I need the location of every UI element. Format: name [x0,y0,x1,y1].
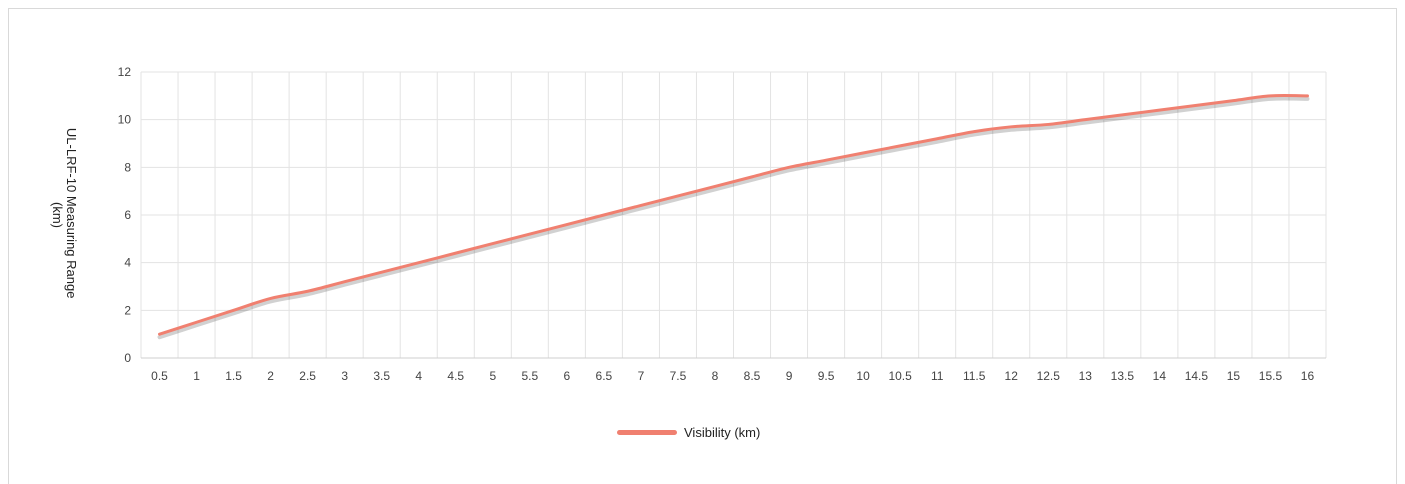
data-point[interactable] [637,201,645,209]
data-point[interactable] [1155,106,1163,114]
x-tick-label: 14 [1153,369,1167,383]
data-point[interactable] [378,268,386,276]
data-point[interactable] [1007,123,1015,131]
x-tick-label: 11 [931,369,944,383]
y-axis-ticks: 0 2 4 6 8 10 12 [118,65,132,365]
x-tick-label: 16 [1301,369,1315,383]
x-tick-label: 13.5 [1111,369,1135,383]
x-tick-label: 15 [1227,369,1241,383]
data-point[interactable] [267,294,275,302]
series-line-visibility[interactable] [158,93,1309,336]
x-tick-label: 8.5 [744,369,761,383]
data-point[interactable] [1303,92,1311,100]
x-tick-label: 9.5 [818,369,835,383]
data-point[interactable] [896,142,904,150]
x-tick-label: 2 [267,369,274,383]
x-tick-label: 1 [193,369,200,383]
data-point[interactable] [600,211,608,219]
x-tick-label: 10.5 [888,369,912,383]
x-tick-label: 14.5 [1185,369,1209,383]
x-tick-label: 6.5 [596,369,613,383]
x-tick-label: 9 [786,369,793,383]
data-point[interactable] [1266,92,1274,100]
series-line-shadow [157,96,1310,340]
data-point[interactable] [304,287,312,295]
x-tick-label: 4.5 [447,369,464,383]
x-tick-label: 4 [415,369,422,383]
data-point[interactable] [1229,97,1237,105]
x-tick-label: 5 [489,369,496,383]
x-tick-label: 2.5 [299,369,316,383]
x-tick-label: 12 [1005,369,1019,383]
x-tick-label: 0.5 [151,369,168,383]
x-tick-label: 8 [712,369,719,383]
x-tick-label: 11.5 [963,369,986,383]
data-point[interactable] [674,192,682,200]
data-point[interactable] [859,149,867,157]
data-point[interactable] [970,128,978,136]
x-tick-label: 3.5 [373,369,390,383]
x-tick-label: 6 [564,369,571,383]
chart-frame [8,8,1397,484]
data-point[interactable] [711,182,719,190]
data-point[interactable] [785,163,793,171]
data-point[interactable] [1192,101,1200,109]
y-tick-label: 8 [124,160,131,174]
legend[interactable]: Visibility (km) [617,425,760,440]
x-tick-label: 12.5 [1037,369,1061,383]
x-tick-label: 7 [638,369,645,383]
data-point[interactable] [563,221,571,229]
y-tick-label: 4 [124,256,131,270]
series-layer [156,92,1311,340]
data-point[interactable] [452,249,460,257]
data-point[interactable] [230,306,238,314]
data-point[interactable] [415,259,423,267]
x-tick-label: 7.5 [670,369,687,383]
x-tick-label: 1.5 [225,369,242,383]
x-tick-label: 15.5 [1259,369,1283,383]
legend-label: Visibility (km) [684,425,760,440]
data-point[interactable] [193,318,201,326]
y-tick-label: 0 [124,351,131,365]
y-axis-label-line-1: UL-LRF-10 Measuring Range [64,128,79,299]
x-tick-label: 3 [341,369,348,383]
y-axis-label: UL-LRF-10 Measuring Range (km) [50,128,79,302]
legend-swatch [617,430,677,435]
y-tick-label: 2 [124,303,131,317]
y-tick-label: 12 [118,65,132,79]
grid [140,71,1327,359]
data-point[interactable] [1118,111,1126,119]
x-axis-ticks: 0.5 1 1.5 2 2.5 3 3.5 4 4.5 5 5.5 6 6.5 7 7.5 8 8.5 9 9.5 1… [151,369,1314,383]
data-point[interactable] [933,135,941,143]
data-point[interactable] [341,278,349,286]
y-axis-label-line-2: (km) [50,202,65,228]
data-point[interactable] [748,173,756,181]
data-point[interactable] [822,156,830,164]
data-point[interactable] [156,330,164,338]
data-point[interactable] [1044,120,1052,128]
data-point[interactable] [489,240,497,248]
data-point[interactable] [1081,116,1089,124]
x-tick-label: 10 [856,369,870,383]
data-point[interactable] [526,230,534,238]
y-tick-label: 6 [124,208,131,222]
x-tick-label: 13 [1079,369,1093,383]
x-tick-label: 5.5 [521,369,538,383]
y-tick-label: 10 [118,113,132,127]
